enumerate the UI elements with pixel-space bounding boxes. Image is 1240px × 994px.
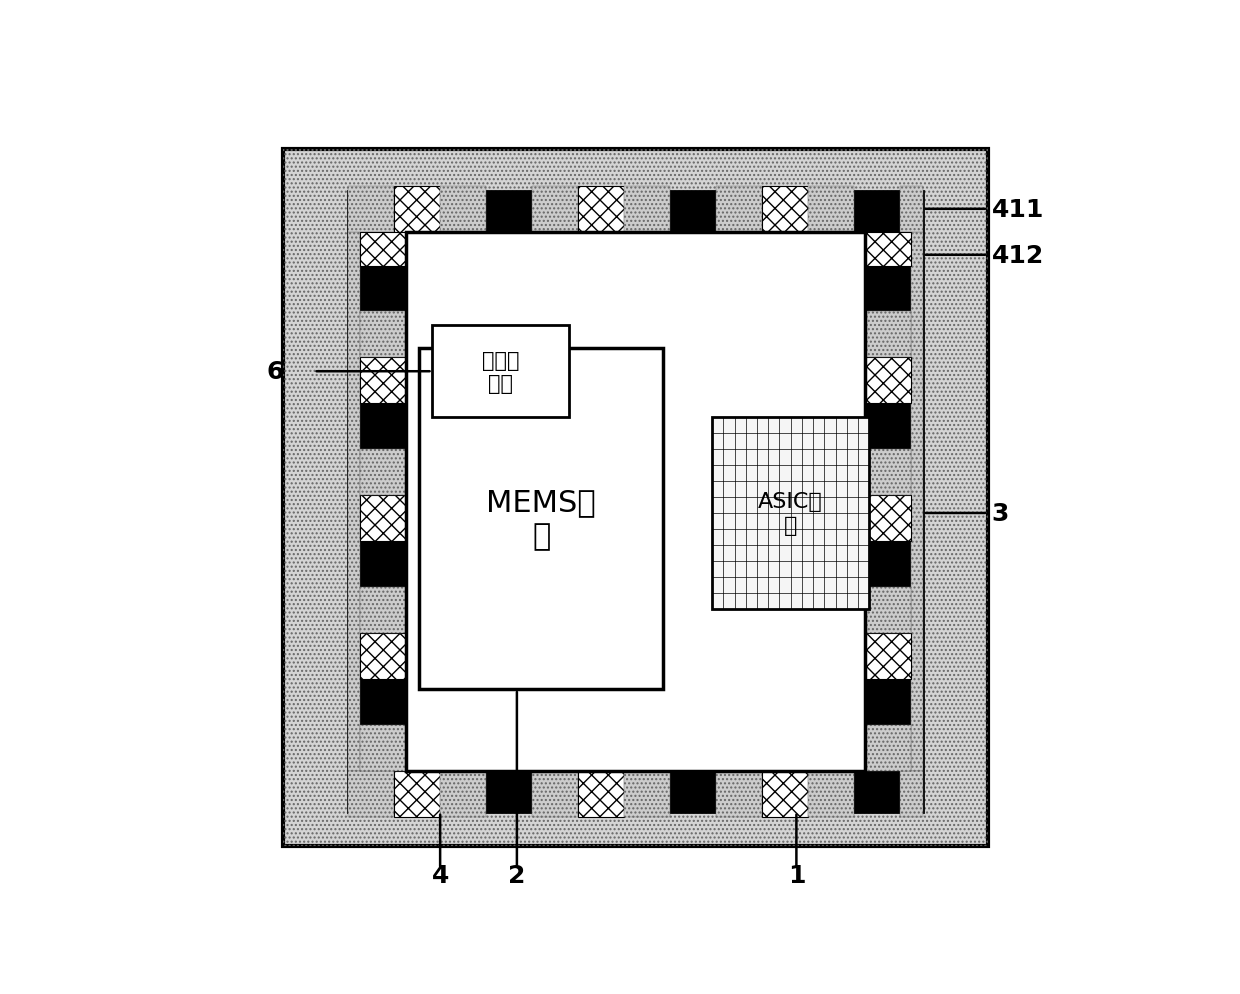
Bar bbox=[808, 187, 854, 233]
Bar bbox=[348, 192, 923, 812]
Bar bbox=[360, 633, 405, 680]
Bar bbox=[866, 496, 911, 542]
Bar bbox=[440, 187, 486, 233]
Text: 411: 411 bbox=[992, 198, 1044, 222]
Bar bbox=[360, 450, 405, 496]
Text: 4: 4 bbox=[432, 864, 449, 888]
Bar bbox=[578, 771, 624, 817]
Bar bbox=[866, 358, 911, 404]
Bar bbox=[808, 771, 854, 817]
Bar bbox=[532, 771, 578, 817]
Bar bbox=[360, 496, 405, 542]
Bar bbox=[911, 233, 923, 771]
Bar bbox=[532, 187, 578, 233]
Text: ASIC芯
片: ASIC芯 片 bbox=[759, 492, 823, 535]
Bar bbox=[866, 450, 911, 496]
Bar bbox=[761, 187, 808, 233]
Bar bbox=[348, 771, 394, 817]
Text: 1: 1 bbox=[787, 864, 805, 888]
Bar bbox=[712, 417, 869, 609]
Bar bbox=[761, 771, 808, 817]
Bar bbox=[440, 771, 486, 817]
Bar bbox=[394, 187, 440, 233]
Bar bbox=[405, 233, 866, 771]
Bar bbox=[866, 233, 911, 266]
Bar bbox=[866, 726, 911, 771]
Bar bbox=[624, 187, 670, 233]
Bar bbox=[360, 312, 405, 358]
Bar bbox=[715, 187, 761, 233]
Text: 温度传
感器: 温度传 感器 bbox=[482, 350, 520, 394]
Bar bbox=[360, 358, 405, 404]
Bar bbox=[348, 233, 360, 771]
Bar bbox=[360, 233, 405, 266]
Bar bbox=[348, 187, 394, 233]
Text: 2: 2 bbox=[508, 864, 526, 888]
Bar bbox=[578, 187, 624, 233]
Bar bbox=[360, 726, 405, 771]
Bar bbox=[866, 633, 911, 680]
Text: 6: 6 bbox=[267, 360, 284, 384]
Bar bbox=[900, 771, 923, 817]
Text: MEMS芯
片: MEMS芯 片 bbox=[486, 488, 596, 551]
Bar bbox=[360, 587, 405, 633]
Bar bbox=[866, 312, 911, 358]
Bar bbox=[866, 587, 911, 633]
Bar bbox=[900, 187, 923, 233]
Bar bbox=[394, 771, 440, 817]
Text: 412: 412 bbox=[992, 244, 1044, 267]
Bar bbox=[715, 771, 761, 817]
Text: 3: 3 bbox=[992, 501, 1009, 526]
Bar bbox=[419, 349, 663, 690]
Bar bbox=[405, 233, 866, 771]
Bar bbox=[624, 771, 670, 817]
Bar bbox=[433, 326, 569, 417]
